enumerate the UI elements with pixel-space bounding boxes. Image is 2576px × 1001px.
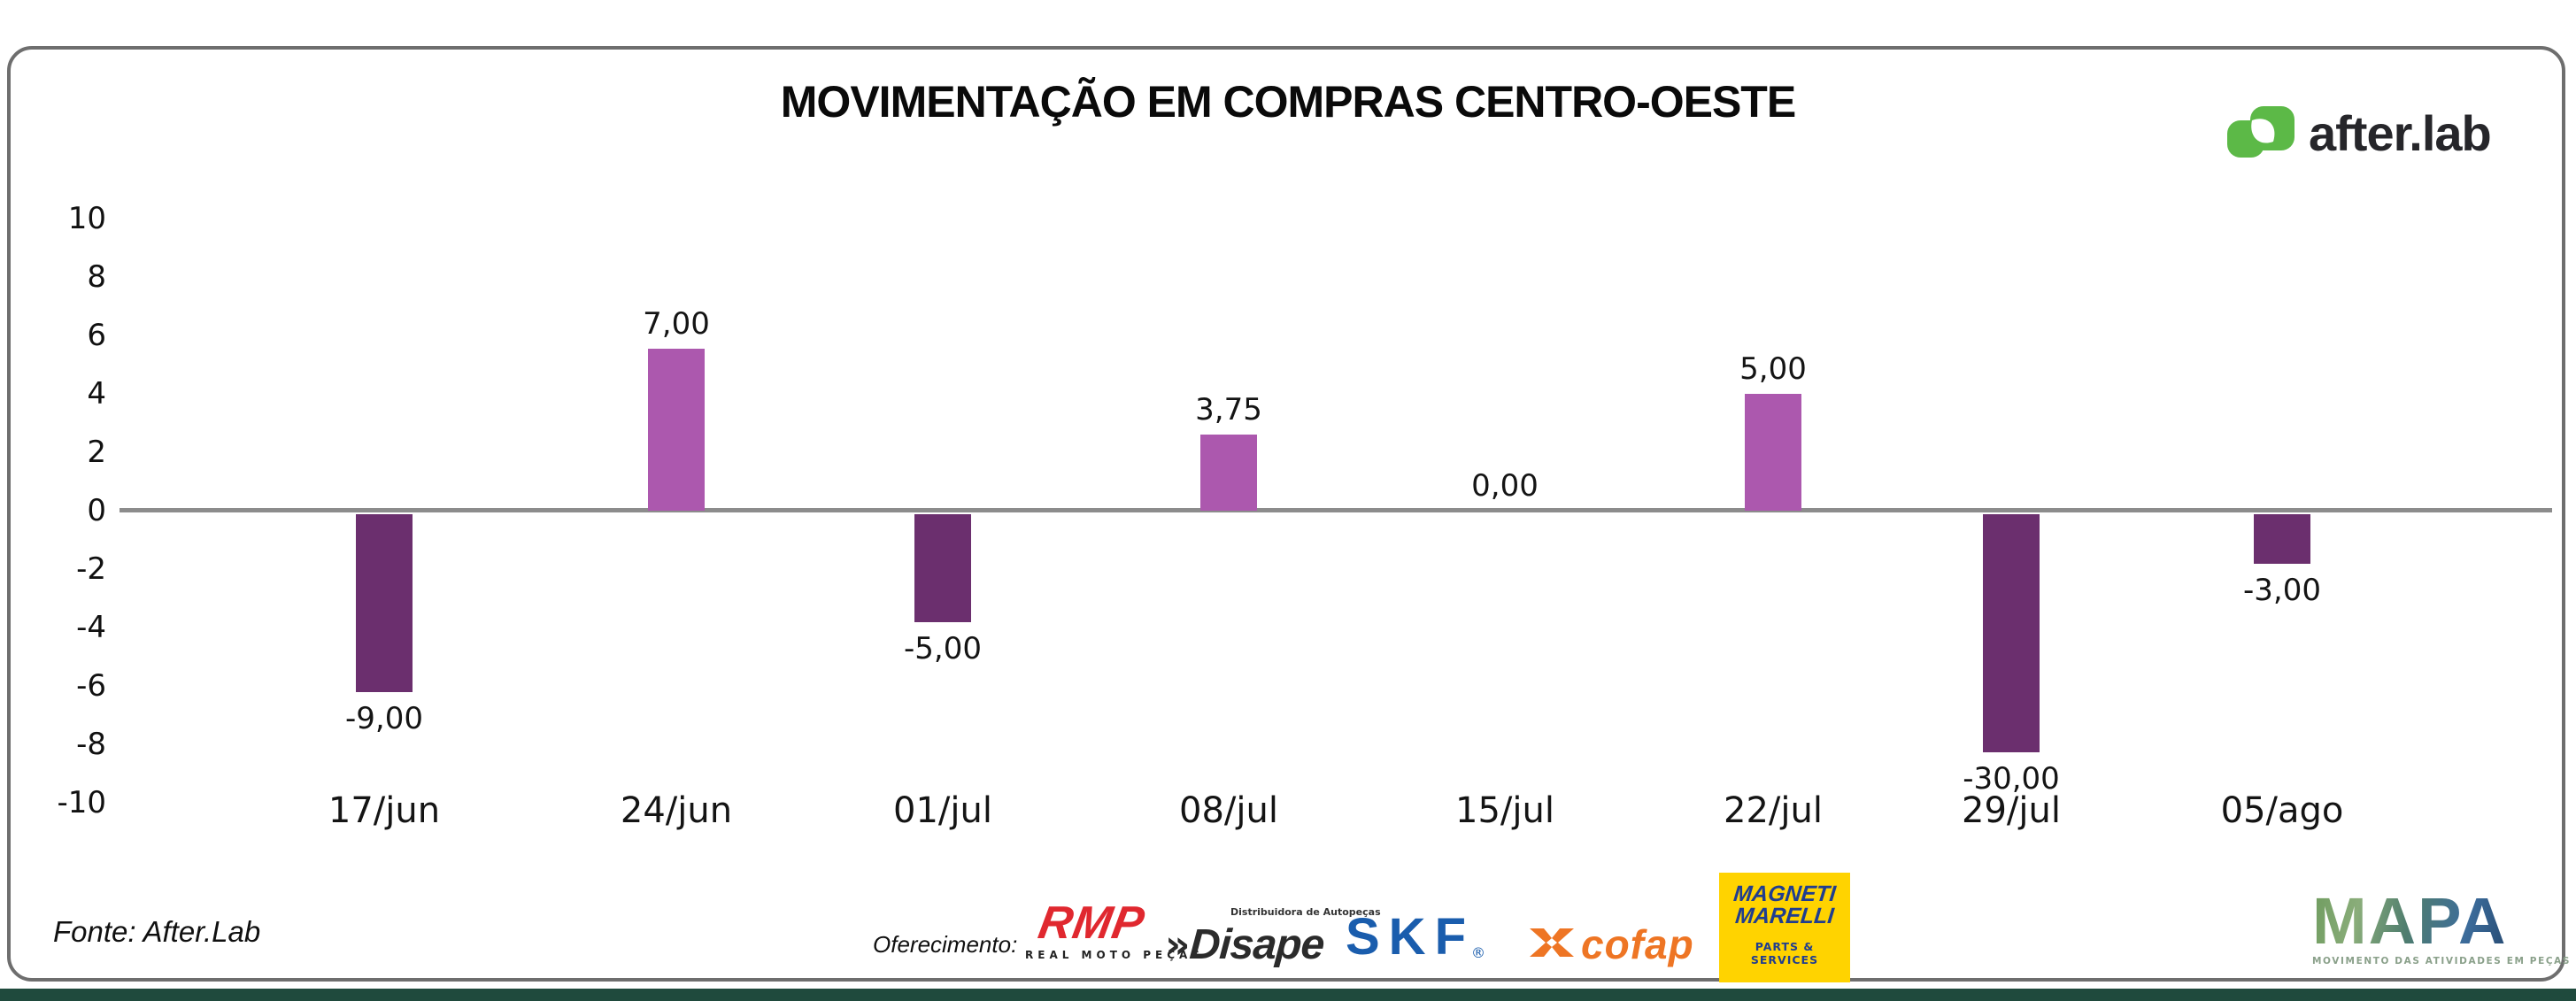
- footer-accent-bar: [0, 989, 2576, 1001]
- bar-value-label: -9,00: [345, 701, 423, 736]
- disape-chevrons-icon: »: [1165, 921, 1191, 967]
- x-category-label: 15/jul: [1455, 790, 1554, 831]
- y-tick-label: -8: [76, 727, 106, 762]
- bar-22-jul: [1745, 394, 1801, 511]
- zero-axis-line: [120, 508, 2552, 512]
- y-tick-label: -6: [76, 668, 106, 704]
- x-category-label: 22/jul: [1724, 790, 1823, 831]
- y-tick-label: 4: [87, 376, 106, 412]
- bar-24-jun: [648, 349, 705, 511]
- chart-card: [7, 46, 2565, 982]
- bar-05-ago: [2254, 514, 2310, 564]
- bar-17-jun: [356, 514, 413, 692]
- disape-tagline: Distribuidora de Autopeças: [1230, 906, 1381, 918]
- y-tick-label: -4: [76, 610, 106, 645]
- sponsor-rmp-logo: RMP REAL MOTO PEÇAS: [1025, 897, 1204, 961]
- rmp-tagline: REAL MOTO PEÇAS: [1025, 949, 1204, 961]
- skf-registered-mark: ®: [1471, 944, 1485, 961]
- sponsor-skf-logo: SKF ®: [1346, 908, 1485, 966]
- rmp-wordmark: RMP: [1034, 897, 1149, 949]
- magneti-wordmark-line2: MARELLI: [1734, 904, 1836, 928]
- y-tick-label: -10: [57, 785, 106, 820]
- disape-wordmark: Disape: [1188, 921, 1326, 968]
- bar-value-label: 7,00: [643, 306, 710, 342]
- x-category-label: 05/ago: [2220, 790, 2344, 831]
- y-tick-label: 0: [87, 493, 106, 528]
- bar-08-jul: [1200, 435, 1257, 511]
- y-tick-label: -2: [76, 551, 106, 587]
- magneti-tagline: PARTS & SERVICES: [1750, 940, 1819, 966]
- x-category-label: 01/jul: [893, 790, 992, 831]
- bar-29-jul: [1983, 514, 2040, 752]
- bar-value-label: -5,00: [904, 631, 982, 666]
- bar-value-label: -3,00: [2243, 573, 2321, 608]
- source-note: Fonte: After.Lab: [53, 915, 261, 948]
- bar-value-label: 0,00: [1471, 468, 1539, 504]
- bar-value-label: -30,00: [1963, 761, 2060, 797]
- mapa-tagline: MOVIMENTO DAS ATIVIDADES EM PEÇAS E ACES…: [2312, 956, 2576, 966]
- sponsor-magneti-marelli-logo: MAGNETI MARELLI PARTS & SERVICES: [1719, 873, 1850, 982]
- bar-value-label: 5,00: [1739, 351, 1807, 387]
- afterlab-leaf-icon: [2227, 105, 2296, 161]
- y-tick-label: 10: [67, 201, 106, 236]
- skf-wordmark: SKF: [1346, 908, 1475, 966]
- mapa-wordmark: MAPA: [2312, 889, 2525, 954]
- offering-label: Oferecimento:: [873, 931, 1018, 958]
- y-tick-label: 6: [87, 318, 106, 353]
- sponsor-disape-logo: Distribuidora de Autopeças » Disape: [1165, 906, 1381, 969]
- x-category-label: 29/jul: [1962, 790, 2061, 831]
- mapa-logo: MAPA MOVIMENTO DAS ATIVIDADES EM PEÇAS E…: [2312, 889, 2576, 967]
- cofap-x-icon: [1528, 923, 1576, 966]
- bar-01-jul: [914, 514, 971, 622]
- chart-title: MOVIMENTAÇÃO EM COMPRAS CENTRO-OESTE: [780, 77, 1796, 127]
- x-category-label: 24/jun: [620, 790, 733, 831]
- sponsor-cofap-logo: cofap: [1528, 920, 1694, 968]
- afterlab-wordmark: after.lab: [2309, 105, 2492, 161]
- x-category-label: 17/jun: [328, 790, 441, 831]
- bar-value-label: 3,75: [1195, 392, 1262, 427]
- cofap-wordmark: cofap: [1581, 921, 1694, 967]
- afterlab-logo: after.lab: [2227, 104, 2492, 162]
- y-tick-label: 2: [87, 435, 106, 470]
- x-category-label: 08/jul: [1179, 790, 1278, 831]
- y-tick-label: 8: [87, 259, 106, 295]
- magneti-wordmark-line1: MAGNETI: [1731, 882, 1838, 906]
